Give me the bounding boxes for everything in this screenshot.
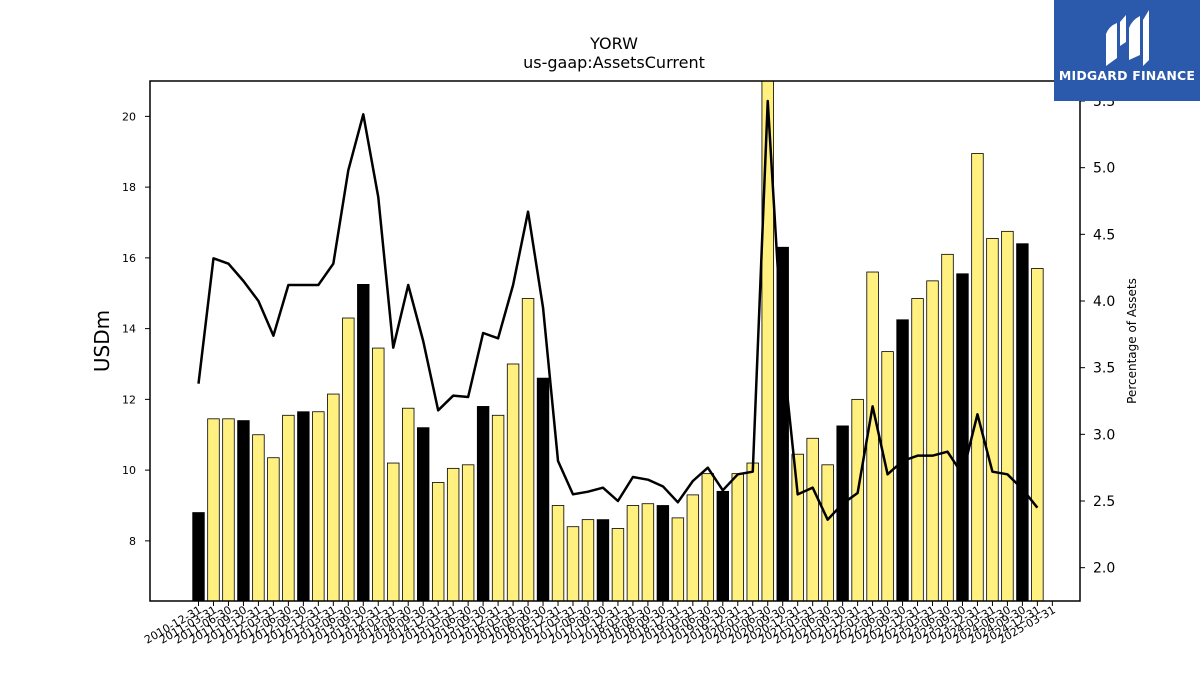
y2-tick-label: 2.5 bbox=[1093, 494, 1115, 510]
bar bbox=[686, 494, 700, 602]
y-tick-label: 10 bbox=[122, 464, 136, 477]
plot-frame bbox=[149, 80, 1081, 602]
bar bbox=[297, 411, 310, 602]
bar bbox=[731, 473, 744, 602]
bar bbox=[596, 519, 610, 602]
logo-text: MIDGARD FINANCE bbox=[1058, 68, 1196, 83]
bar bbox=[671, 517, 685, 602]
bar bbox=[716, 490, 730, 602]
logo-mark-icon bbox=[1106, 10, 1149, 66]
bar bbox=[821, 464, 834, 602]
midgard-finance-logo: MIDGARD FINANCE bbox=[1054, 0, 1200, 101]
bar bbox=[641, 503, 655, 602]
bar bbox=[1001, 230, 1014, 602]
bar bbox=[237, 420, 250, 602]
y-tick-label: 14 bbox=[122, 323, 136, 336]
chart-title: YORW bbox=[589, 34, 638, 53]
bar bbox=[881, 351, 894, 602]
bar bbox=[941, 253, 954, 602]
y2-tick-label: 3.5 bbox=[1093, 361, 1115, 377]
bar bbox=[956, 273, 969, 602]
bar bbox=[701, 473, 715, 602]
bar bbox=[402, 407, 415, 602]
y2-tick-label: 5.0 bbox=[1093, 161, 1115, 177]
bar bbox=[791, 453, 804, 602]
y2-tick-label: 2.0 bbox=[1093, 561, 1115, 577]
bar bbox=[536, 377, 550, 602]
chart-subtitle: us-gaap:AssetsCurrent bbox=[523, 53, 705, 72]
y-tick-label: 18 bbox=[122, 181, 136, 194]
bar bbox=[252, 434, 265, 602]
bar bbox=[506, 363, 520, 602]
y-axis-label: USDm bbox=[90, 310, 114, 372]
y2-tick-label: 3.0 bbox=[1093, 427, 1115, 443]
bar bbox=[1031, 268, 1044, 602]
bar bbox=[986, 238, 999, 602]
bar bbox=[836, 425, 849, 602]
bar bbox=[581, 519, 595, 602]
y2-axis-label: Percentage of Assets bbox=[1125, 278, 1139, 404]
bar bbox=[446, 467, 460, 602]
bar bbox=[611, 528, 625, 602]
bar bbox=[282, 414, 295, 602]
percentage-line bbox=[197, 99, 1039, 521]
bar bbox=[461, 464, 475, 602]
bar bbox=[267, 457, 280, 602]
bar bbox=[626, 505, 640, 602]
y-tick-label: 8 bbox=[129, 535, 136, 548]
y-tick-label: 20 bbox=[122, 110, 136, 123]
bar bbox=[357, 283, 370, 602]
bar bbox=[222, 418, 235, 602]
bar bbox=[476, 406, 490, 602]
bar bbox=[372, 347, 385, 602]
bar bbox=[806, 437, 819, 602]
bar bbox=[851, 398, 864, 602]
bar bbox=[551, 505, 565, 602]
bar bbox=[327, 393, 340, 602]
bar bbox=[521, 298, 535, 602]
bar bbox=[431, 482, 445, 602]
bar bbox=[926, 280, 939, 602]
bar bbox=[207, 418, 220, 602]
bar bbox=[746, 462, 759, 602]
bar bbox=[1016, 243, 1029, 602]
y2-tick-label: 4.5 bbox=[1093, 227, 1115, 243]
bar bbox=[387, 462, 400, 602]
y-tick-label: 16 bbox=[122, 252, 136, 265]
bar bbox=[312, 411, 325, 602]
bar bbox=[566, 526, 580, 602]
bar bbox=[491, 414, 505, 602]
bar bbox=[911, 298, 924, 602]
bar bbox=[192, 512, 205, 602]
bar bbox=[971, 153, 984, 602]
bar bbox=[416, 427, 430, 602]
y-tick-label: 12 bbox=[122, 393, 136, 406]
y2-tick-label: 4.0 bbox=[1093, 294, 1115, 310]
bar bbox=[656, 505, 670, 602]
bar bbox=[342, 317, 355, 602]
